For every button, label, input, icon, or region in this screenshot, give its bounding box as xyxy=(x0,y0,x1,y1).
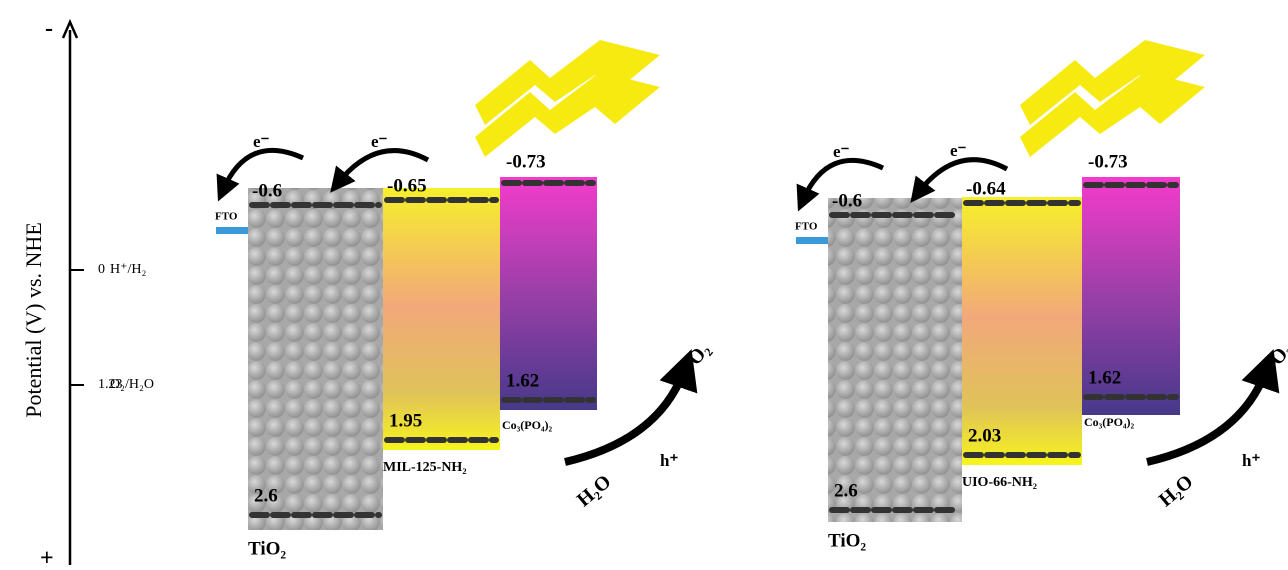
cb-value: -0.6 xyxy=(252,180,282,201)
material-name: UIO-66-NH₂ xyxy=(962,475,1037,490)
material-name: MIL-125-NH₂ xyxy=(383,460,467,475)
cb-value: -0.73 xyxy=(1088,151,1128,172)
electron-label: e⁻ xyxy=(371,132,388,151)
band-diagram: - + Potential (V) vs. NHE 0H⁺/H₂1.23O₂/H… xyxy=(0,0,1288,570)
axis-title: Potential (V) vs. NHE xyxy=(21,222,46,418)
material-name: Co₃(PO₄)₂ xyxy=(502,418,553,432)
vb-value: 1.62 xyxy=(1088,367,1121,388)
electron-label: e⁻ xyxy=(950,141,967,160)
cb-value: -0.65 xyxy=(387,175,427,196)
reference-value: 0 xyxy=(98,262,105,277)
band-block xyxy=(828,198,962,522)
water-label: H₂O xyxy=(1155,471,1198,512)
vb-value: 2.6 xyxy=(254,485,278,506)
cb-value: -0.73 xyxy=(506,151,546,172)
axis-negative: - xyxy=(45,16,53,42)
reference-label: O₂/H₂O xyxy=(110,377,154,392)
oxygen-label: O₂ xyxy=(1266,339,1288,370)
cb-value: -0.64 xyxy=(966,178,1006,199)
oxygen-label: O₂ xyxy=(684,339,715,370)
material-name: TiO₂ xyxy=(248,538,286,559)
fto-label: FTO xyxy=(795,221,818,233)
fto-electrode xyxy=(216,227,248,234)
water-label: H₂O xyxy=(573,471,616,512)
vb-value: 1.95 xyxy=(389,410,422,431)
band-block xyxy=(248,188,383,530)
reference-label: H⁺/H₂ xyxy=(110,262,147,277)
material-name: Co₃(PO₄)₂ xyxy=(1084,415,1135,429)
hole-label: h⁺ xyxy=(660,451,678,470)
material-name: TiO₂ xyxy=(828,530,866,551)
vb-value: 2.03 xyxy=(968,425,1001,446)
vb-value: 1.62 xyxy=(506,370,539,391)
electron-label: e⁻ xyxy=(833,142,850,161)
axis-positive: + xyxy=(40,546,54,570)
cb-value: -0.6 xyxy=(832,190,862,211)
vb-value: 2.6 xyxy=(834,480,858,501)
hole-label: h⁺ xyxy=(1242,451,1260,470)
fto-label: FTO xyxy=(215,211,238,223)
fto-electrode xyxy=(796,237,828,244)
electron-label: e⁻ xyxy=(253,132,270,151)
